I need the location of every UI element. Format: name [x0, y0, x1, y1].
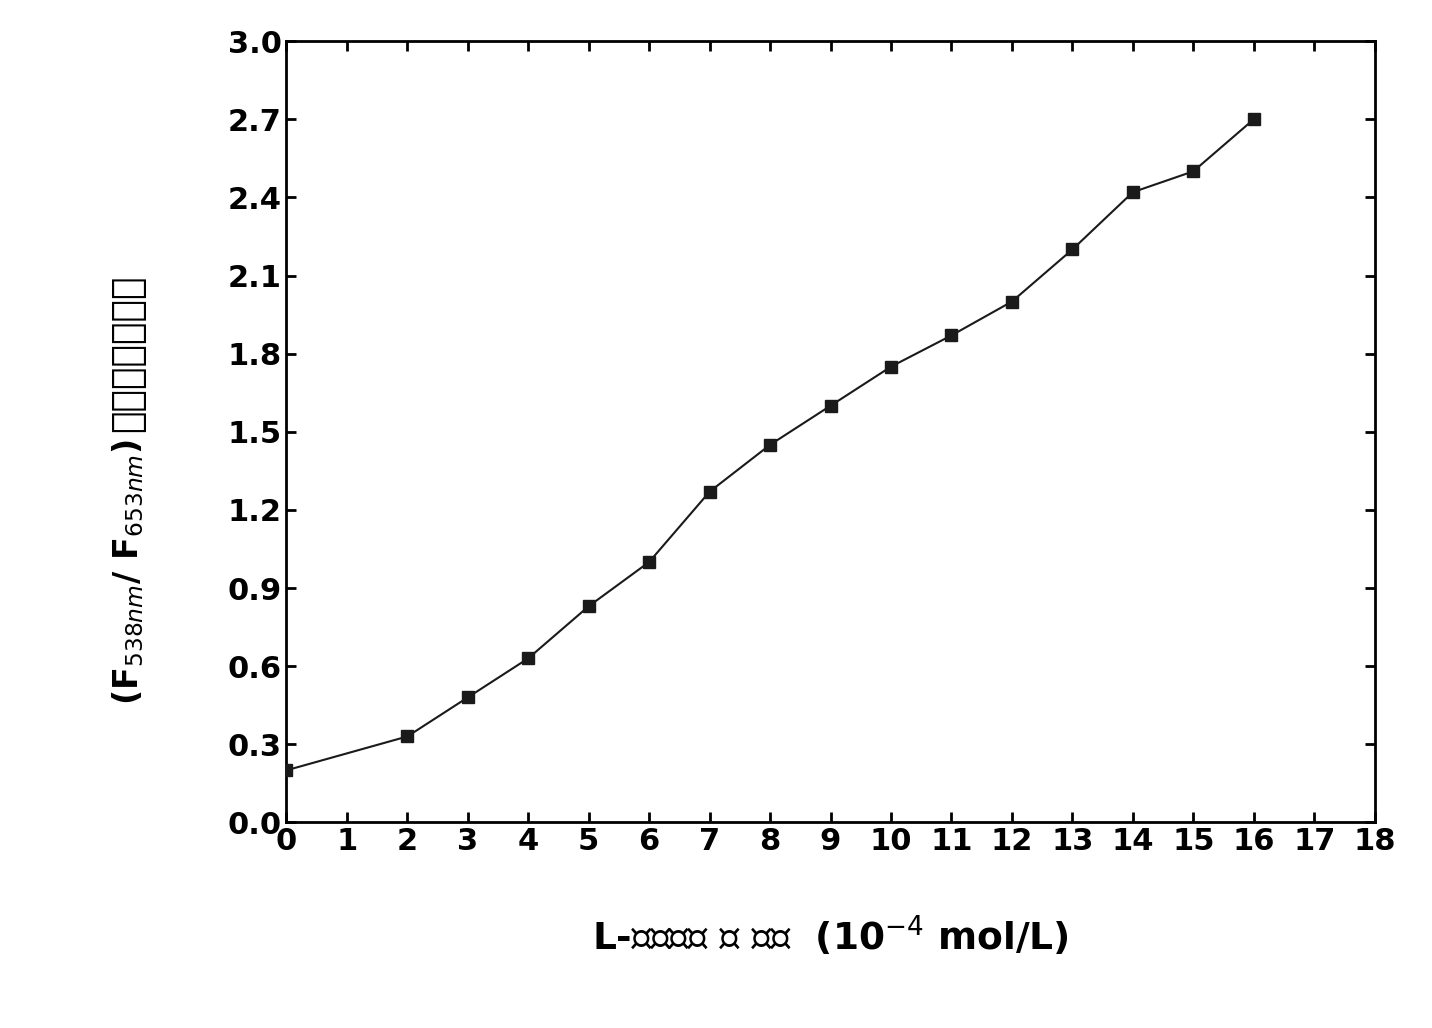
Text: (F$_{538nm}$/ F$_{653nm}$): (F$_{538nm}$/ F$_{653nm}$) [110, 439, 146, 705]
Text: 荧光强度的比值: 荧光强度的比值 [110, 274, 146, 433]
Text: L-半胱氨酸 的 浓度  (10$^{-4}$ mol/L): L-半胱氨酸 的 浓度 (10$^{-4}$ mol/L) [593, 913, 1068, 958]
